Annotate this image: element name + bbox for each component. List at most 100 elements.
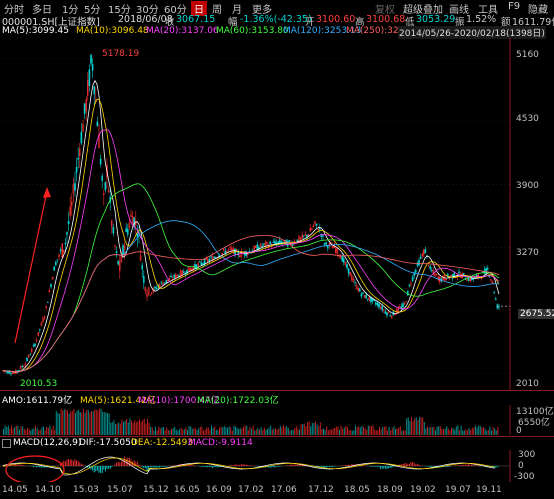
volume-bar bbox=[396, 428, 398, 435]
volume-chart[interactable] bbox=[0, 405, 554, 435]
candle-body bbox=[63, 249, 65, 253]
macd-toggle-box[interactable] bbox=[2, 439, 11, 448]
volume-bar bbox=[257, 428, 259, 435]
amp-value: 1.52% bbox=[466, 14, 497, 25]
candle-body bbox=[102, 193, 105, 195]
date-tick: 17.02 bbox=[238, 485, 264, 495]
candle-body bbox=[75, 166, 78, 173]
candle-body bbox=[407, 290, 409, 296]
volume-bar bbox=[51, 429, 52, 435]
volume-bar bbox=[255, 429, 257, 435]
tools-button[interactable]: 工具 bbox=[478, 5, 498, 16]
volume-bar bbox=[275, 428, 276, 435]
candle-body bbox=[349, 272, 352, 276]
candle-body bbox=[487, 268, 489, 270]
tab-60min[interactable]: 60分 bbox=[164, 5, 187, 16]
volume-bar bbox=[409, 421, 411, 435]
volume-bar bbox=[84, 412, 86, 435]
volume-bar bbox=[148, 422, 150, 435]
tab-more[interactable]: 更多 bbox=[252, 5, 272, 16]
tab-monthly[interactable]: 月 bbox=[232, 5, 242, 16]
volume-bar bbox=[283, 425, 284, 435]
volume-bar bbox=[407, 417, 409, 435]
volume-bar bbox=[390, 430, 392, 435]
volume-bar bbox=[139, 419, 140, 435]
volume-bar bbox=[371, 426, 372, 435]
tab-5min[interactable]: 5分 bbox=[84, 5, 101, 16]
candle-body bbox=[375, 302, 377, 305]
f9-button[interactable]: F9 bbox=[508, 1, 521, 12]
price-chart[interactable] bbox=[0, 38, 554, 390]
volume-bar bbox=[351, 430, 353, 435]
volume-bar bbox=[209, 430, 211, 435]
candle-body bbox=[383, 309, 385, 311]
amo-ma20: MA(20):1722.03亿 bbox=[197, 396, 279, 406]
volume-bar bbox=[295, 425, 297, 435]
volume-bar bbox=[219, 427, 220, 435]
candle-body bbox=[227, 248, 230, 250]
volume-bar bbox=[252, 425, 254, 435]
candle-body bbox=[347, 268, 350, 274]
candle-body bbox=[363, 295, 366, 298]
macd-dea: DEA:-12.5493 bbox=[131, 438, 194, 448]
tab-multiday[interactable]: 多日 bbox=[32, 5, 52, 16]
volume-bar bbox=[263, 427, 265, 435]
volume-bar bbox=[135, 422, 137, 435]
volume-bar bbox=[313, 422, 315, 435]
ma-line bbox=[2, 183, 500, 373]
volume-bar bbox=[19, 429, 20, 435]
candle-body bbox=[419, 256, 422, 259]
annotation-circle bbox=[5, 455, 65, 482]
candle-body bbox=[78, 148, 81, 156]
peak-label: 5178.19 bbox=[102, 49, 140, 59]
candle-body bbox=[82, 123, 84, 132]
candle-body bbox=[170, 275, 172, 278]
tab-weekly[interactable]: 周 bbox=[212, 5, 222, 16]
ma120-legend: MA(120):3253.13 bbox=[283, 26, 362, 36]
candle-body bbox=[254, 245, 257, 248]
amo-legend: AMO:1611.79亿 MA(5):1621.42亿 MA(10):1700.… bbox=[0, 393, 554, 406]
volume-bar bbox=[318, 426, 320, 435]
volume-bar bbox=[164, 430, 166, 435]
date-axis: 14.05 14.10 15.03 15.07 15.12 16.05 16.09 17.02… bbox=[0, 485, 554, 498]
volume-bar bbox=[71, 411, 73, 435]
hide-button[interactable]: 隐藏 bbox=[528, 5, 548, 16]
tab-15min[interactable]: 15分 bbox=[108, 5, 131, 16]
volume-bar bbox=[350, 429, 352, 435]
draw-line-button[interactable]: 画线 bbox=[449, 5, 469, 16]
tab-1min[interactable]: 1分 bbox=[62, 5, 79, 16]
candle-body bbox=[190, 268, 193, 271]
volume-bar bbox=[267, 429, 268, 435]
volume-bar bbox=[20, 426, 22, 435]
candle-body bbox=[112, 226, 115, 234]
volume-bar bbox=[492, 426, 494, 435]
macd-chart[interactable] bbox=[0, 450, 554, 482]
adjust-button[interactable]: 复权 bbox=[375, 5, 395, 16]
tab-daily[interactable]: 日 bbox=[191, 1, 207, 16]
candle-body bbox=[136, 233, 139, 237]
tab-30min[interactable]: 30分 bbox=[136, 5, 159, 16]
volume-bar bbox=[97, 410, 99, 435]
candle-body bbox=[85, 99, 87, 111]
candle-body bbox=[213, 257, 216, 259]
volume-bar bbox=[225, 426, 227, 435]
volume-bar bbox=[347, 426, 348, 435]
volume-bar bbox=[486, 430, 488, 435]
candle-body bbox=[351, 275, 353, 280]
tab-intraday[interactable]: 分时 bbox=[4, 5, 24, 16]
candle-body bbox=[336, 248, 339, 254]
overlay-button[interactable]: 超级叠加 bbox=[403, 5, 443, 16]
candle-body bbox=[128, 222, 131, 228]
candle-body bbox=[27, 355, 30, 358]
volume-bar bbox=[299, 429, 300, 435]
candle-body bbox=[431, 269, 433, 271]
high-label: 高 bbox=[355, 17, 365, 28]
volume-bar bbox=[123, 421, 124, 435]
candle-body bbox=[303, 235, 305, 237]
volume-bar bbox=[145, 423, 147, 435]
candle-body bbox=[378, 303, 380, 308]
volume-bar bbox=[305, 426, 307, 435]
volume-bar bbox=[103, 412, 105, 435]
volume-bar bbox=[81, 412, 83, 435]
volume-bar bbox=[3, 428, 4, 435]
